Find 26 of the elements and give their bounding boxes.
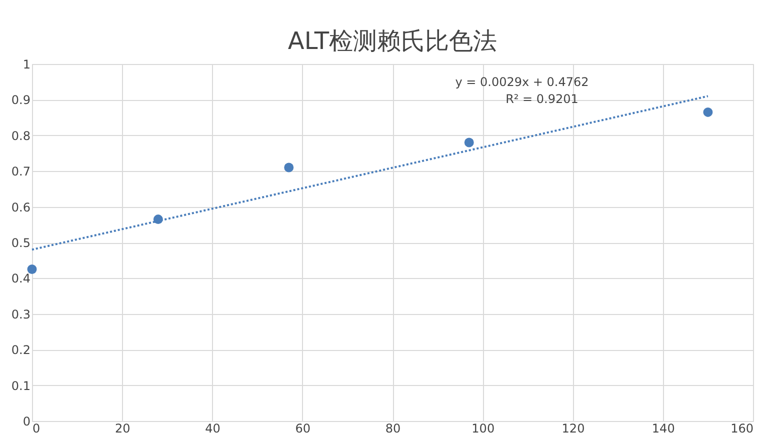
y-tick-label: 1 — [22, 58, 30, 72]
y-tick-label: 0.9 — [11, 93, 30, 108]
y-tick-label: 0.4 — [11, 272, 30, 286]
chart-title: ALT检测赖氏比色法 — [288, 27, 498, 55]
x-tick-label: 140 — [652, 422, 675, 436]
x-tick-label: 160 — [730, 422, 754, 436]
point — [703, 107, 713, 117]
point — [464, 138, 474, 148]
y-tick-label: 0.2 — [11, 343, 30, 358]
x-tick-label: 120 — [562, 422, 585, 436]
y-tick-label: 0.1 — [11, 378, 30, 393]
x-tick-label: 0 — [32, 422, 40, 436]
y-tick-label: 0.3 — [11, 307, 30, 322]
x-tick-label: 40 — [205, 422, 220, 436]
annotation: y = 0.0029x + 0.4762 — [455, 75, 589, 89]
x-tick-label: 100 — [472, 422, 495, 436]
x-tick-label: 20 — [114, 422, 130, 436]
y-tick-label: 0.6 — [11, 200, 30, 214]
x-tick-label: 60 — [295, 422, 311, 436]
point — [27, 264, 37, 274]
y-tick-label: 0.5 — [11, 236, 30, 250]
x-tick-label: 80 — [385, 422, 401, 436]
annotation: R² = 0.9201 — [506, 92, 578, 106]
y-tick-label: 0.8 — [11, 128, 30, 143]
point — [284, 162, 294, 172]
y-tick-label: 0.7 — [11, 164, 30, 179]
